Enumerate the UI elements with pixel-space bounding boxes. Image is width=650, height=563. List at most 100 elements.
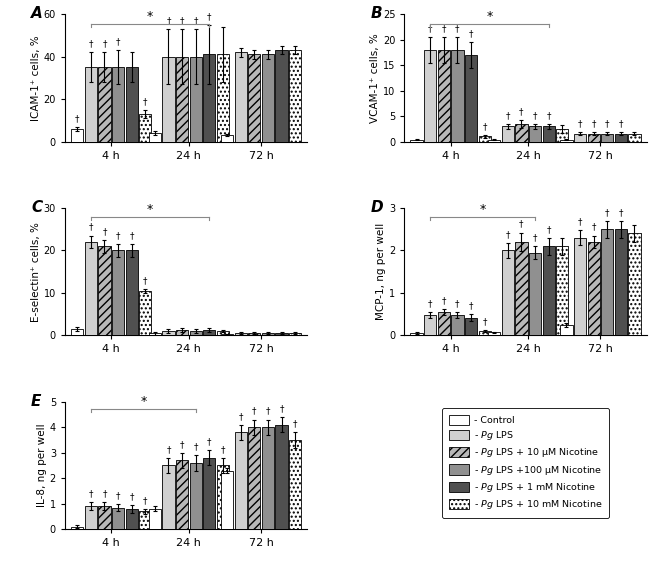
Bar [217,466,229,529]
Bar [588,242,600,336]
Bar [488,332,500,336]
Bar [235,432,247,529]
Bar [84,242,97,336]
Text: *: * [480,203,486,216]
Bar [629,134,641,141]
Text: †: † [102,39,107,48]
Bar [411,333,422,336]
Bar [515,242,528,336]
Text: †: † [533,233,538,242]
Bar [71,526,83,529]
Text: †: † [166,445,171,454]
Text: †: † [605,119,610,128]
Bar [615,229,627,336]
Bar [289,333,301,336]
Bar [217,55,229,141]
Text: *: * [140,395,146,408]
Bar [515,124,528,141]
Bar [615,134,627,141]
Text: †: † [280,404,284,413]
Y-axis label: VCAM-1⁺ cells, %: VCAM-1⁺ cells, % [370,33,380,123]
Text: *: * [486,10,493,23]
Bar [289,50,301,141]
Bar [248,55,261,141]
Text: B: B [370,6,382,21]
Bar [437,50,450,141]
Bar [276,333,288,336]
Text: †: † [207,12,212,21]
Text: †: † [180,440,185,449]
Text: †: † [116,491,120,500]
Bar [451,315,463,336]
Bar [125,67,138,141]
Text: †: † [519,107,524,116]
Text: †: † [428,299,432,308]
Bar [437,312,450,336]
Text: †: † [180,16,185,25]
Text: *: * [147,10,153,23]
Bar [556,246,569,336]
Bar [543,246,555,336]
Bar [221,334,233,336]
Bar [190,463,202,529]
Text: †: † [166,16,171,25]
Text: †: † [578,217,582,226]
Bar [176,461,188,529]
Bar [84,67,97,141]
Bar [139,291,151,336]
Text: †: † [194,443,198,452]
Text: †: † [592,119,596,128]
Text: A: A [31,6,43,21]
Text: †: † [116,37,120,46]
Text: †: † [441,24,446,33]
Bar [588,134,600,141]
Bar [176,56,188,141]
Text: †: † [221,445,225,454]
Y-axis label: E-selectin⁺ cells, %: E-selectin⁺ cells, % [31,222,41,321]
Bar [276,50,288,141]
Bar [556,129,569,141]
Text: †: † [143,97,148,106]
Bar [235,52,247,141]
Bar [71,129,83,141]
Bar [203,55,216,141]
Text: †: † [469,301,473,310]
Text: C: C [31,200,42,215]
Bar [262,55,274,141]
Bar [112,507,124,529]
Text: †: † [239,412,243,421]
Text: †: † [116,231,120,240]
Bar [176,330,188,336]
Bar [502,126,514,141]
Text: †: † [619,208,623,217]
Bar [601,229,614,336]
Text: D: D [370,200,383,215]
Text: †: † [455,24,460,33]
Bar [162,466,175,529]
Bar [601,134,614,141]
Bar [478,331,491,336]
Bar [451,50,463,141]
Text: †: † [293,419,298,428]
Bar [149,333,161,336]
Text: †: † [266,406,270,415]
Bar [203,458,216,529]
Text: †: † [482,122,487,131]
Bar [149,509,161,529]
Text: †: † [143,276,148,285]
Bar [529,253,541,336]
Text: †: † [143,496,148,505]
Bar [411,140,422,141]
Bar [139,114,151,141]
Bar [560,325,573,336]
Y-axis label: IL-8, ng per well: IL-8, ng per well [37,423,47,507]
Text: †: † [88,490,93,499]
Bar [529,126,541,141]
Text: †: † [207,437,212,446]
Bar [203,330,216,336]
Text: †: † [605,208,610,217]
Text: †: † [482,317,487,326]
Bar [248,333,261,336]
Bar [162,56,175,141]
Text: †: † [102,490,107,499]
